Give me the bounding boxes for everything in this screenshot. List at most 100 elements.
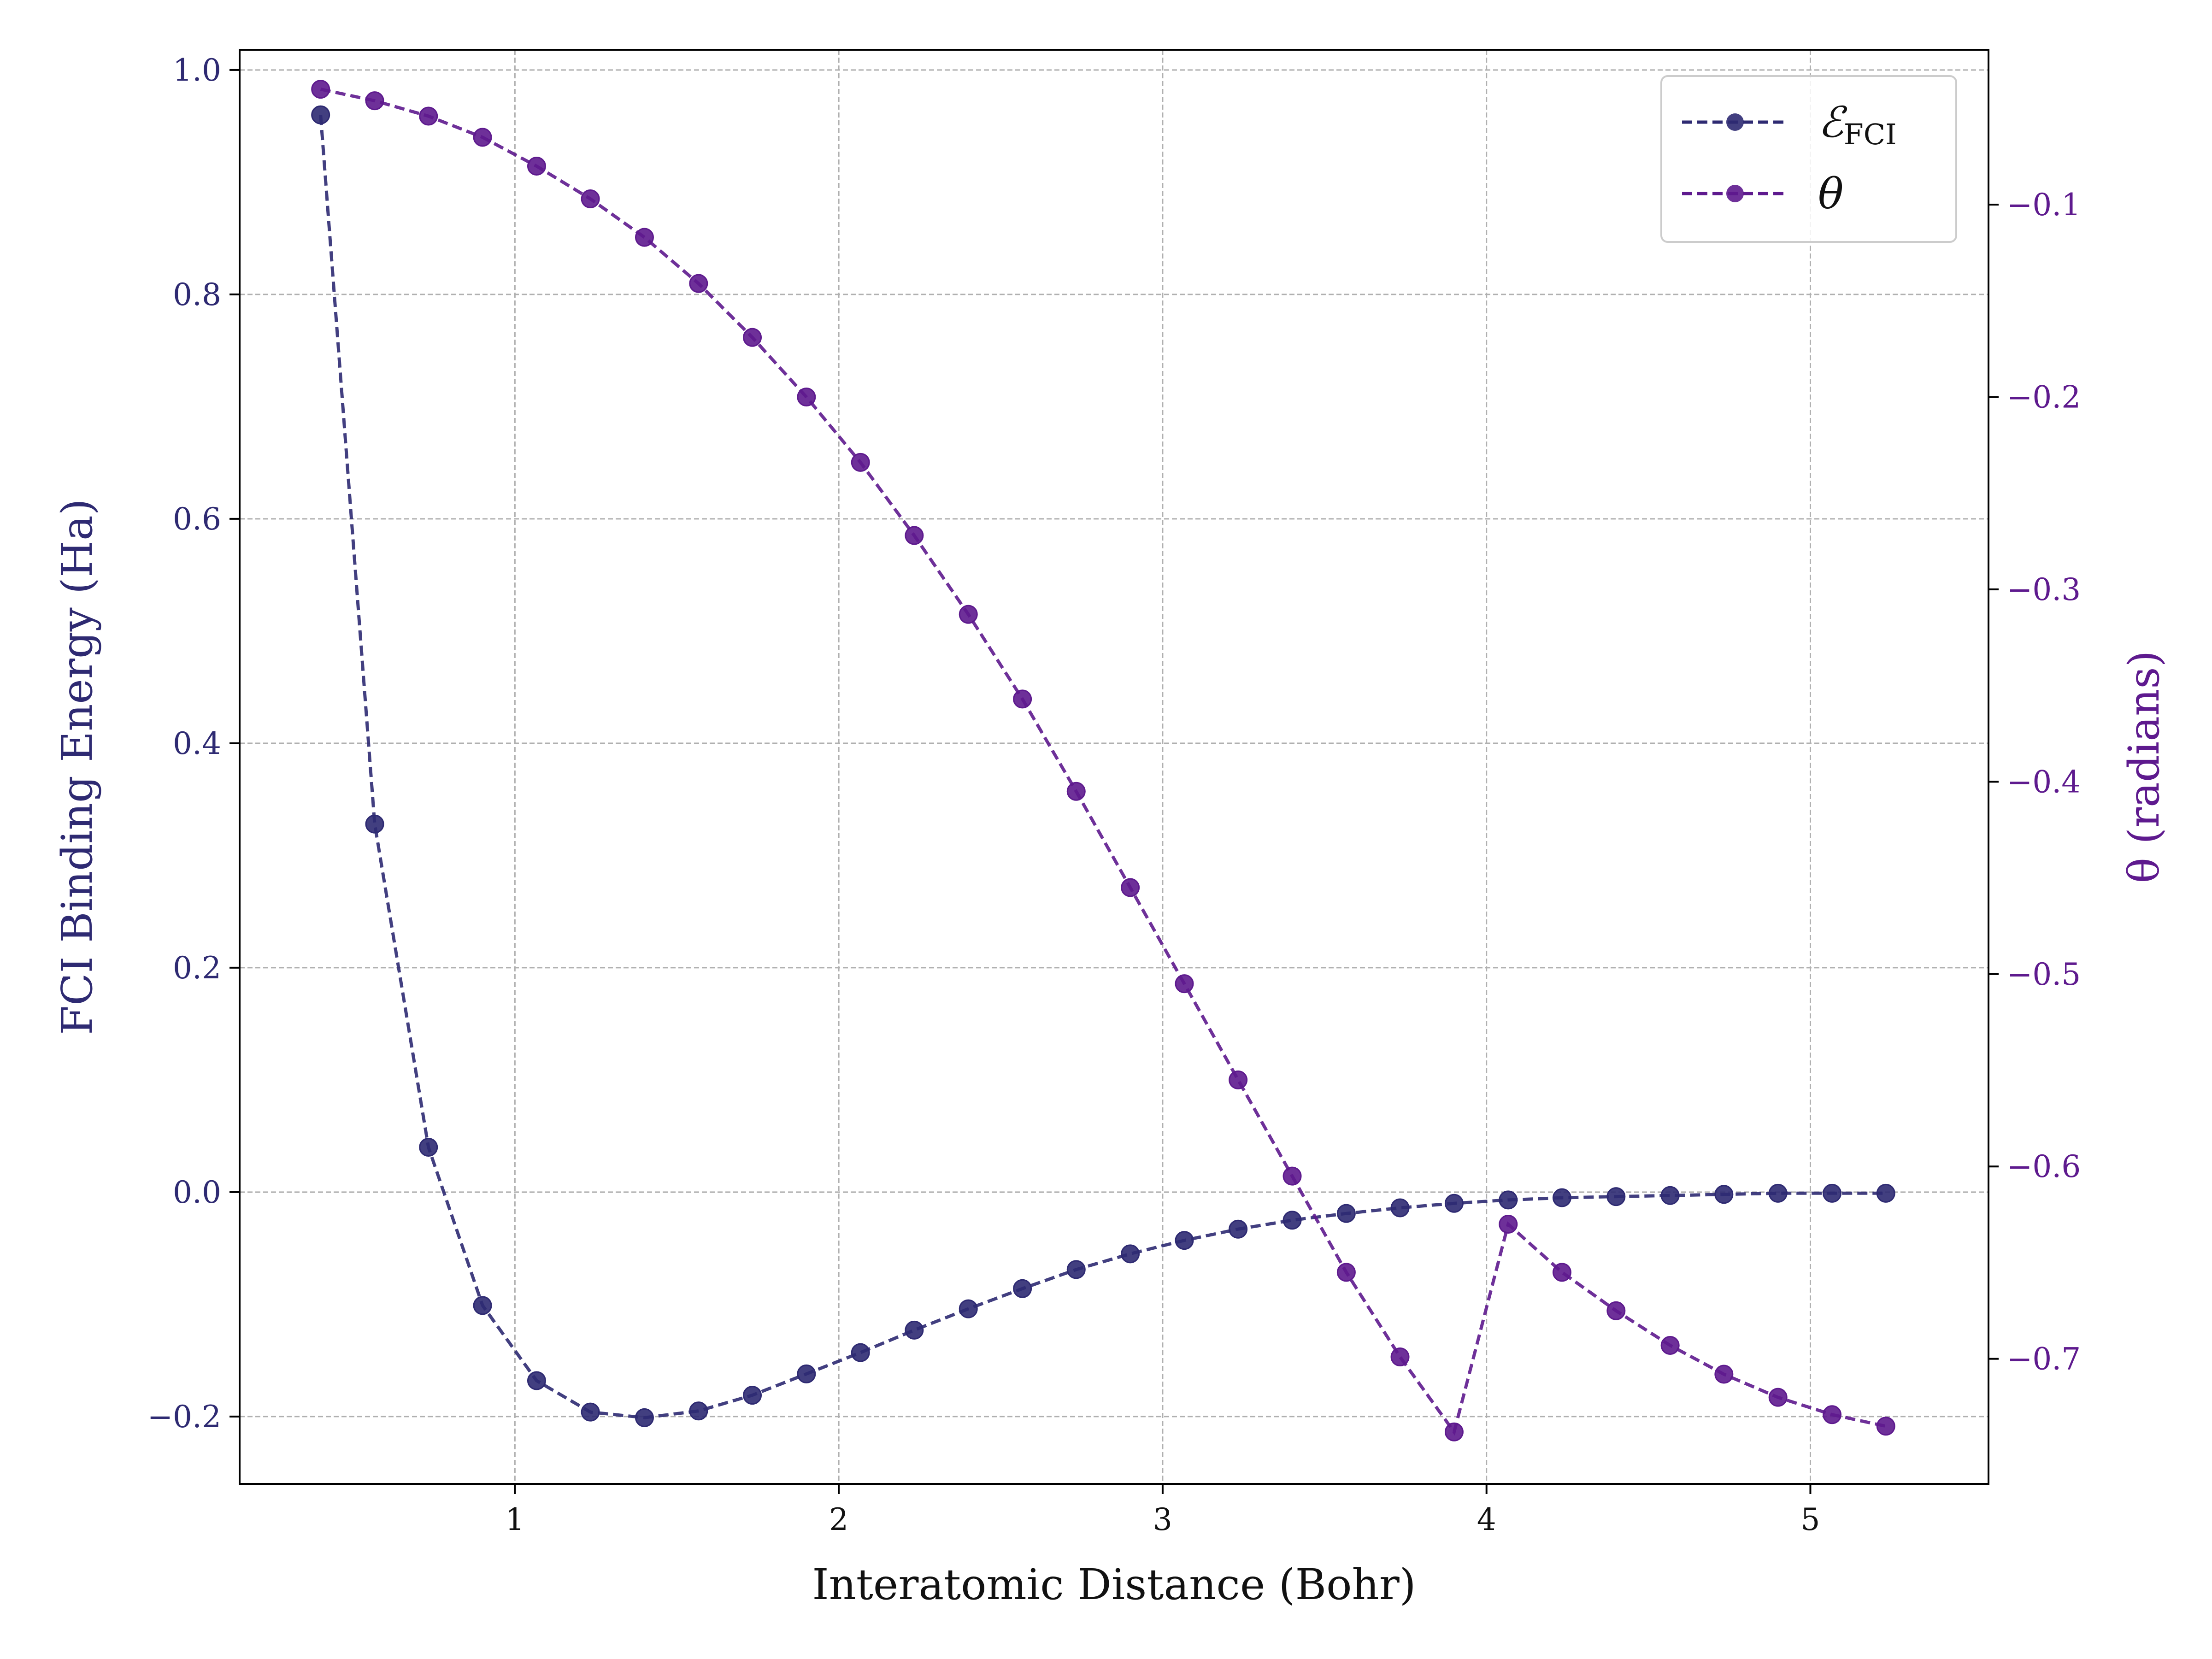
legend-marker [1726, 185, 1744, 202]
data-point [1499, 1190, 1518, 1210]
data-point [1229, 1070, 1248, 1089]
x-axis-label: Interatomic Distance (Bohr) [812, 1560, 1416, 1609]
legend-item: θ [1682, 169, 1843, 218]
data-point [1552, 1263, 1571, 1282]
data-point [1121, 878, 1140, 897]
data-point [1066, 782, 1086, 801]
right-tick-label: −0.1 [2007, 187, 2081, 223]
right-tick-label: −0.6 [2007, 1149, 2081, 1184]
data-point [1876, 1417, 1895, 1436]
data-point [1606, 1187, 1626, 1206]
right-tick-label: −0.5 [2007, 957, 2081, 992]
data-point [419, 106, 438, 126]
data-point [1444, 1422, 1464, 1441]
legend-box [1660, 75, 1957, 243]
data-point [851, 453, 870, 472]
x-tick-label: 4 [1477, 1502, 1496, 1537]
data-point [1229, 1219, 1248, 1239]
data-point [635, 228, 654, 247]
x-tick-label: 3 [1153, 1502, 1172, 1537]
data-point [689, 274, 708, 293]
data-point [797, 1364, 816, 1383]
grid [240, 50, 1988, 1484]
data-point [1606, 1301, 1626, 1320]
data-point [1714, 1365, 1734, 1384]
data-point [1876, 1183, 1895, 1203]
data-point [1390, 1347, 1410, 1366]
data-point [1066, 1260, 1086, 1279]
legend-label: θ [1818, 169, 1843, 218]
data-point [742, 1386, 762, 1405]
data-point [1336, 1204, 1356, 1223]
right-tick-label: −0.3 [2007, 572, 2081, 607]
data-point [1175, 974, 1194, 994]
data-point [311, 105, 330, 124]
left-axis-label: FCI Binding Energy (Ha) [53, 499, 102, 1035]
data-point [1282, 1166, 1302, 1186]
x-tick-label: 5 [1800, 1502, 1820, 1537]
data-point [365, 91, 384, 111]
data-point [905, 526, 924, 545]
left-tick-label: 0.0 [173, 1175, 221, 1210]
data-point [1552, 1188, 1571, 1207]
data-point [851, 1343, 870, 1362]
left-axis-ticks: −0.2 0.0 0.2 0.4 0.6 0.8 1.0 [147, 53, 240, 1435]
data-point [1336, 1263, 1356, 1282]
right-tick-label: −0.4 [2007, 764, 2081, 800]
data-point [581, 189, 600, 209]
data-point [1013, 1279, 1032, 1298]
series-line [320, 88, 1886, 1436]
series-e-fci [311, 105, 1895, 1427]
x-tick-label: 1 [505, 1502, 524, 1537]
data-point [473, 128, 492, 147]
left-tick-label: 0.8 [173, 277, 221, 312]
data-point [1175, 1231, 1194, 1250]
series-layer [311, 80, 1895, 1441]
data-point [905, 1320, 924, 1340]
data-point [1121, 1244, 1140, 1264]
data-point [1444, 1194, 1464, 1213]
data-point [527, 157, 546, 176]
left-tick-label: −0.2 [147, 1399, 221, 1435]
legend-label-subscript: FCI [1844, 118, 1897, 151]
data-point [1660, 1335, 1680, 1355]
data-point [1768, 1183, 1788, 1203]
data-point [473, 1296, 492, 1315]
series-theta [311, 80, 1895, 1441]
legend-marker [1726, 113, 1744, 131]
data-point [527, 1371, 546, 1390]
data-point [959, 1299, 978, 1318]
legend-item: ℰFCI [1682, 98, 1897, 151]
right-axis-label: θ (radians) [2119, 651, 2169, 883]
legend-label-main: ℰ [1818, 98, 1847, 147]
data-point [635, 1408, 654, 1427]
right-tick-label: −0.7 [2007, 1341, 2081, 1377]
data-point [1390, 1198, 1410, 1218]
data-point [1499, 1214, 1518, 1234]
right-tick-label: −0.2 [2007, 379, 2081, 415]
data-point [1823, 1183, 1842, 1203]
data-point [797, 387, 816, 406]
left-tick-label: 0.4 [173, 726, 221, 761]
data-point [1714, 1185, 1734, 1204]
left-tick-label: 1.0 [173, 53, 221, 88]
legend-label: ℰFCI [1818, 98, 1897, 151]
data-point [311, 80, 330, 99]
data-point [1823, 1405, 1842, 1424]
data-point [581, 1402, 600, 1422]
x-tick-label: 2 [829, 1502, 848, 1537]
data-point [689, 1401, 708, 1421]
left-tick-label: 0.6 [173, 501, 221, 537]
data-point [959, 605, 978, 624]
data-point [1660, 1186, 1680, 1205]
data-point [1768, 1388, 1788, 1407]
left-tick-label: 0.2 [173, 950, 221, 986]
series-line [319, 114, 1886, 1419]
data-point [1013, 689, 1032, 709]
data-point [1282, 1211, 1302, 1230]
data-point [365, 814, 384, 834]
x-axis-ticks: 1 2 3 4 5 [505, 1484, 1820, 1537]
plot-frame [239, 49, 1989, 1485]
